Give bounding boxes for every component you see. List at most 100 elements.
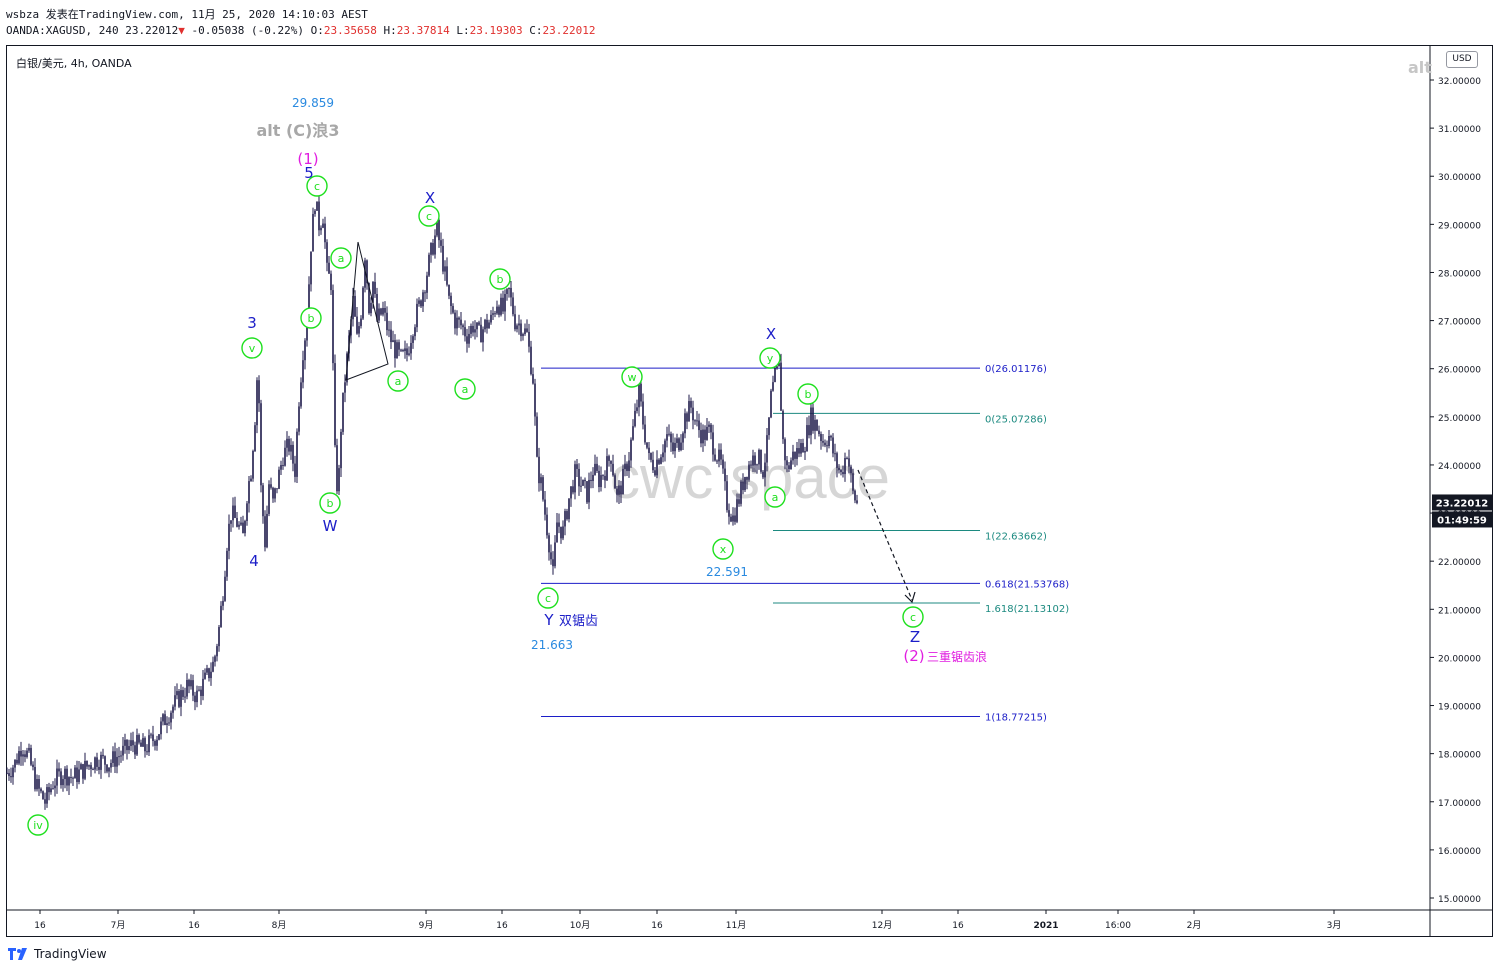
candle-body [794,451,796,459]
candle-body [82,764,84,779]
last-value: 23.22012 [125,24,179,37]
price-extreme-label: 29.859 [292,96,334,110]
candle-body [808,425,810,436]
candle-body [340,431,342,469]
candle-body [806,425,808,452]
candle-body [790,460,792,470]
candle-body [738,499,740,504]
candle-body [630,439,632,461]
candle-body [498,306,500,315]
y-tick-label: 29.00000 [1438,221,1481,231]
candle-body [66,768,68,786]
candle-body [112,751,114,763]
y-tick-label: 27.00000 [1438,318,1481,328]
wave-circle-text: v [249,342,256,355]
wave-label-wave1: (1) [297,150,318,168]
wave-circle-text: x [720,543,727,556]
wave-circle-label: a [764,486,786,508]
candle-body [208,668,210,679]
wave-circle-text: a [395,375,402,388]
wave-circle-text: c [910,611,916,624]
wave-circle-icon [387,370,409,392]
candle-body [290,444,292,452]
candle-body [504,293,506,312]
countdown-text: 01:49:59 [1437,515,1487,526]
wave-circle-label: c [902,606,924,628]
candle-body [724,468,726,482]
candle-body [554,542,556,567]
low-value: 23.19303 [469,24,523,37]
fib-label-teal: 1(22.63662) [985,532,1047,543]
wave-circle-text: b [497,273,504,286]
candle-body [664,440,666,453]
wave-circle-label: y [759,347,781,369]
candle-body [240,522,242,525]
open-label: O: [310,24,324,37]
candle-body [188,679,190,687]
candle-body [476,322,478,330]
candle-body [524,328,526,335]
candle-body [792,451,794,461]
x-tick-label: 3月 [1327,920,1342,931]
candle-body [50,788,52,793]
candle-body [562,526,564,539]
candle-body [626,463,628,472]
x-tick-label: 10月 [570,920,590,931]
candle-body [590,479,592,482]
candle-body [164,714,166,725]
wave-label-n3: 3 [247,314,257,332]
candle-body [106,764,108,772]
wave-circle-text: b [327,497,334,510]
currency-button[interactable]: USD [1446,51,1478,68]
candle-body [776,366,778,369]
candle-body [780,362,782,411]
candle-body [856,500,858,503]
y-tick-label: 18.00000 [1438,751,1481,761]
candle-body [478,322,480,325]
candle-body [612,463,614,476]
candle-body [424,292,426,294]
candle-body [312,213,314,252]
candle-body [90,765,92,770]
y-tick-label: 24.00000 [1438,462,1481,472]
candle-body [166,723,168,725]
candle-body [8,773,10,777]
down-triangle-icon: ▼ [178,24,185,37]
candle-body [58,768,60,772]
candle-body [636,407,638,411]
candle-body [748,464,750,480]
candle-body [846,458,848,460]
candle-body [838,467,840,470]
candle-body [434,235,436,255]
candle-body [454,312,456,329]
candle-body [16,759,18,764]
candle-body [718,449,720,462]
wave-circle-label: a [330,247,352,269]
candle-body [222,600,224,606]
candle-body [414,327,416,337]
wave-circle-icon [621,366,643,388]
y-tick-label: 25.00000 [1438,414,1481,424]
candle-body [712,432,714,455]
candle-body [778,362,780,367]
candle-body [358,326,360,334]
wave-circle-text: b [805,388,812,401]
candle-body [698,420,700,431]
candle-body [152,734,154,742]
candle-body [272,487,274,499]
candle-body [98,766,100,770]
candle-body [40,788,42,792]
candle-body [646,442,648,448]
candle-body [660,457,662,464]
wave-circle-label: w [621,366,643,388]
candle-body [26,750,28,757]
candle-body [702,429,704,444]
candle-body [402,350,404,352]
candle-body [250,478,252,482]
candle-body [822,441,824,443]
candle-body [658,459,660,464]
candle-body [234,505,236,518]
candle-body [560,526,562,539]
candle-body [732,515,734,522]
